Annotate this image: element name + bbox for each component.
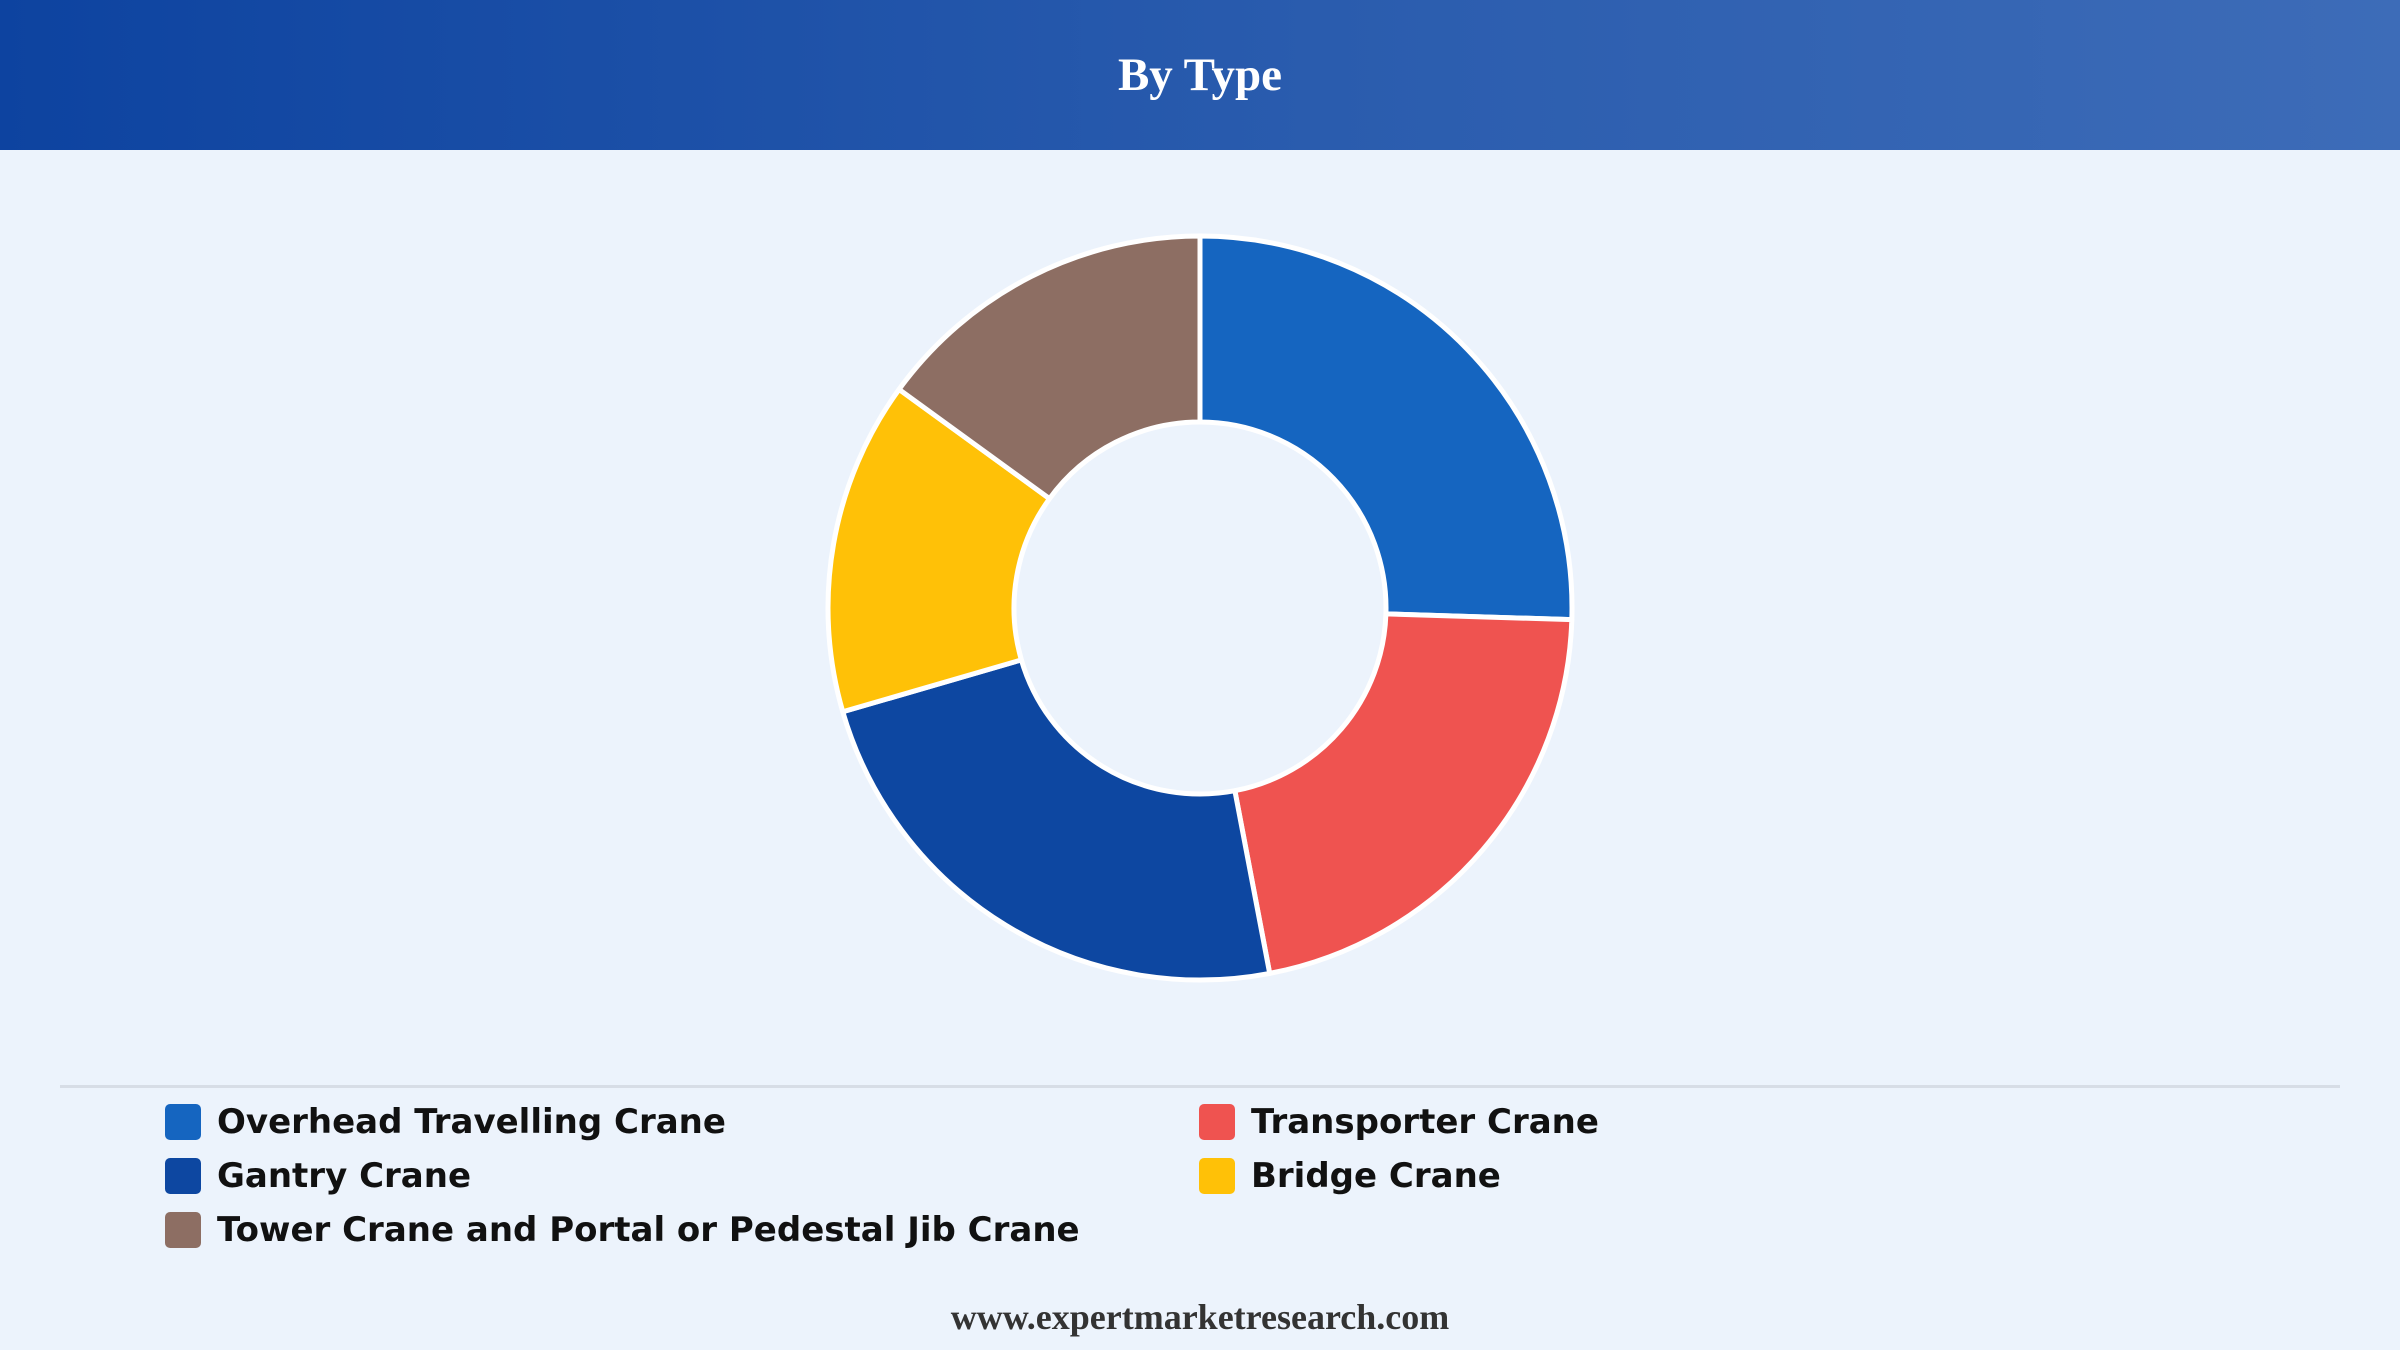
legend-item-gantry-crane: Gantry Crane — [165, 1149, 471, 1203]
chart-legend: Overhead Travelling Crane Transporter Cr… — [0, 1095, 2400, 1255]
legend-label: Transporter Crane — [1251, 1102, 1599, 1142]
legend-divider — [60, 1085, 2340, 1088]
legend-label: Overhead Travelling Crane — [217, 1102, 726, 1142]
donut-chart-area — [0, 150, 2400, 1080]
legend-item-overhead-travelling-crane: Overhead Travelling Crane — [165, 1095, 726, 1149]
legend-label: Gantry Crane — [217, 1156, 472, 1196]
donut-slice-overhead-travelling-crane — [1197, 233, 1575, 623]
chart-title: By Type — [1117, 49, 1283, 101]
donut-slice-transporter-crane — [1232, 611, 1575, 976]
legend-swatch — [1199, 1158, 1235, 1194]
legend-item-tower-crane: Tower Crane and Portal or Pedestal Jib C… — [165, 1203, 1080, 1257]
legend-item-transporter-crane: Transporter Crane — [1199, 1095, 1599, 1149]
legend-swatch — [165, 1212, 201, 1248]
donut-slice-gantry-crane — [840, 657, 1273, 983]
donut-chart — [825, 233, 1575, 983]
legend-swatch — [1199, 1104, 1235, 1140]
source-footer: www.expertmarketresearch.com — [950, 1297, 1450, 1337]
legend-label: Tower Crane and Portal or Pedestal Jib C… — [217, 1210, 1080, 1250]
legend-swatch — [165, 1104, 201, 1140]
chart-header: By Type — [0, 0, 2400, 150]
legend-label: Bridge Crane — [1251, 1156, 1501, 1196]
donut-slice-bridge-crane — [825, 386, 1053, 715]
donut-slice-tower-crane-and-portal-or-pedestal-jib-crane — [896, 233, 1203, 502]
legend-item-bridge-crane: Bridge Crane — [1199, 1149, 1501, 1203]
legend-swatch — [165, 1158, 201, 1194]
